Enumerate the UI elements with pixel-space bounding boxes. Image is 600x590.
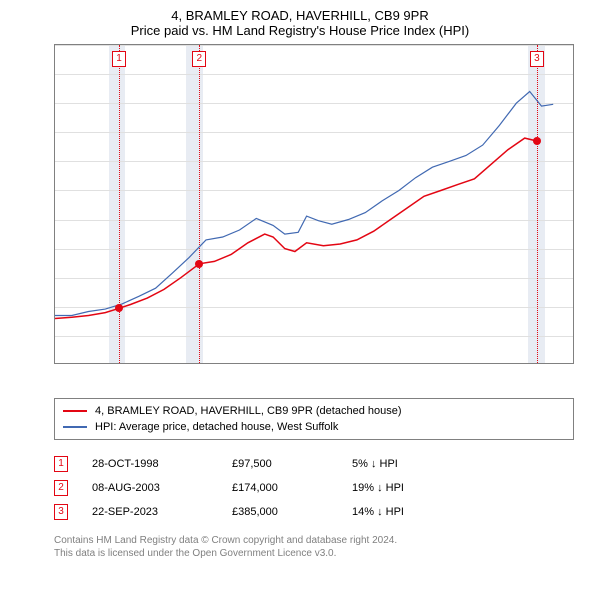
gridline xyxy=(55,278,573,279)
marker-vline xyxy=(199,45,200,363)
chart-title-line2: Price paid vs. HM Land Registry's House … xyxy=(12,23,588,38)
transactions-table: 1 28-OCT-1998 £97,500 5% ↓ HPI 2 08-AUG-… xyxy=(54,452,574,524)
transaction-price: £97,500 xyxy=(232,458,352,470)
transaction-diff: 14% ↓ HPI xyxy=(352,506,472,518)
table-row: 3 22-SEP-2023 £385,000 14% ↓ HPI xyxy=(54,500,574,524)
table-row: 1 28-OCT-1998 £97,500 5% ↓ HPI xyxy=(54,452,574,476)
shaded-band xyxy=(109,45,126,363)
marker-number-box: 1 xyxy=(112,51,126,67)
hpi-line xyxy=(55,45,574,364)
transaction-dot xyxy=(115,304,123,312)
transaction-dot xyxy=(533,137,541,145)
gridline xyxy=(55,307,573,308)
attribution-line: This data is licensed under the Open Gov… xyxy=(54,547,574,560)
legend-swatch xyxy=(63,410,87,412)
transaction-diff: 5% ↓ HPI xyxy=(352,458,472,470)
marker-number-box: 2 xyxy=(192,51,206,67)
chart-title-line1: 4, BRAMLEY ROAD, HAVERHILL, CB9 9PR xyxy=(12,8,588,23)
gridline xyxy=(55,103,573,104)
legend-item: 4, BRAMLEY ROAD, HAVERHILL, CB9 9PR (det… xyxy=(63,403,565,419)
legend-item: HPI: Average price, detached house, West… xyxy=(63,419,565,435)
attribution-line: Contains HM Land Registry data © Crown c… xyxy=(54,534,574,547)
transaction-date: 08-AUG-2003 xyxy=(92,482,232,494)
gridline xyxy=(55,132,573,133)
marker-number-box: 3 xyxy=(530,51,544,67)
attribution: Contains HM Land Registry data © Crown c… xyxy=(54,534,574,560)
gridline xyxy=(55,190,573,191)
marker-vline xyxy=(119,45,120,363)
transaction-dot xyxy=(195,260,203,268)
table-row: 2 08-AUG-2003 £174,000 19% ↓ HPI xyxy=(54,476,574,500)
gridline xyxy=(55,336,573,337)
chart-plot-area: £0£50K£100K£150K£200K£250K£300K£350K£400… xyxy=(54,44,574,364)
legend-swatch xyxy=(63,426,87,428)
gridline xyxy=(55,249,573,250)
gridline xyxy=(55,161,573,162)
transaction-marker-box: 1 xyxy=(54,456,68,472)
transaction-date: 22-SEP-2023 xyxy=(92,506,232,518)
transaction-marker-box: 2 xyxy=(54,480,68,496)
price-paid-line xyxy=(55,45,574,364)
legend-label: HPI: Average price, detached house, West… xyxy=(95,421,338,433)
marker-vline xyxy=(537,45,538,363)
transaction-price: £385,000 xyxy=(232,506,352,518)
gridline xyxy=(55,45,573,46)
transaction-diff: 19% ↓ HPI xyxy=(352,482,472,494)
transaction-date: 28-OCT-1998 xyxy=(92,458,232,470)
gridline xyxy=(55,74,573,75)
legend-label: 4, BRAMLEY ROAD, HAVERHILL, CB9 9PR (det… xyxy=(95,405,402,417)
transaction-price: £174,000 xyxy=(232,482,352,494)
legend: 4, BRAMLEY ROAD, HAVERHILL, CB9 9PR (det… xyxy=(54,398,574,440)
transaction-marker-box: 3 xyxy=(54,504,68,520)
gridline xyxy=(55,220,573,221)
